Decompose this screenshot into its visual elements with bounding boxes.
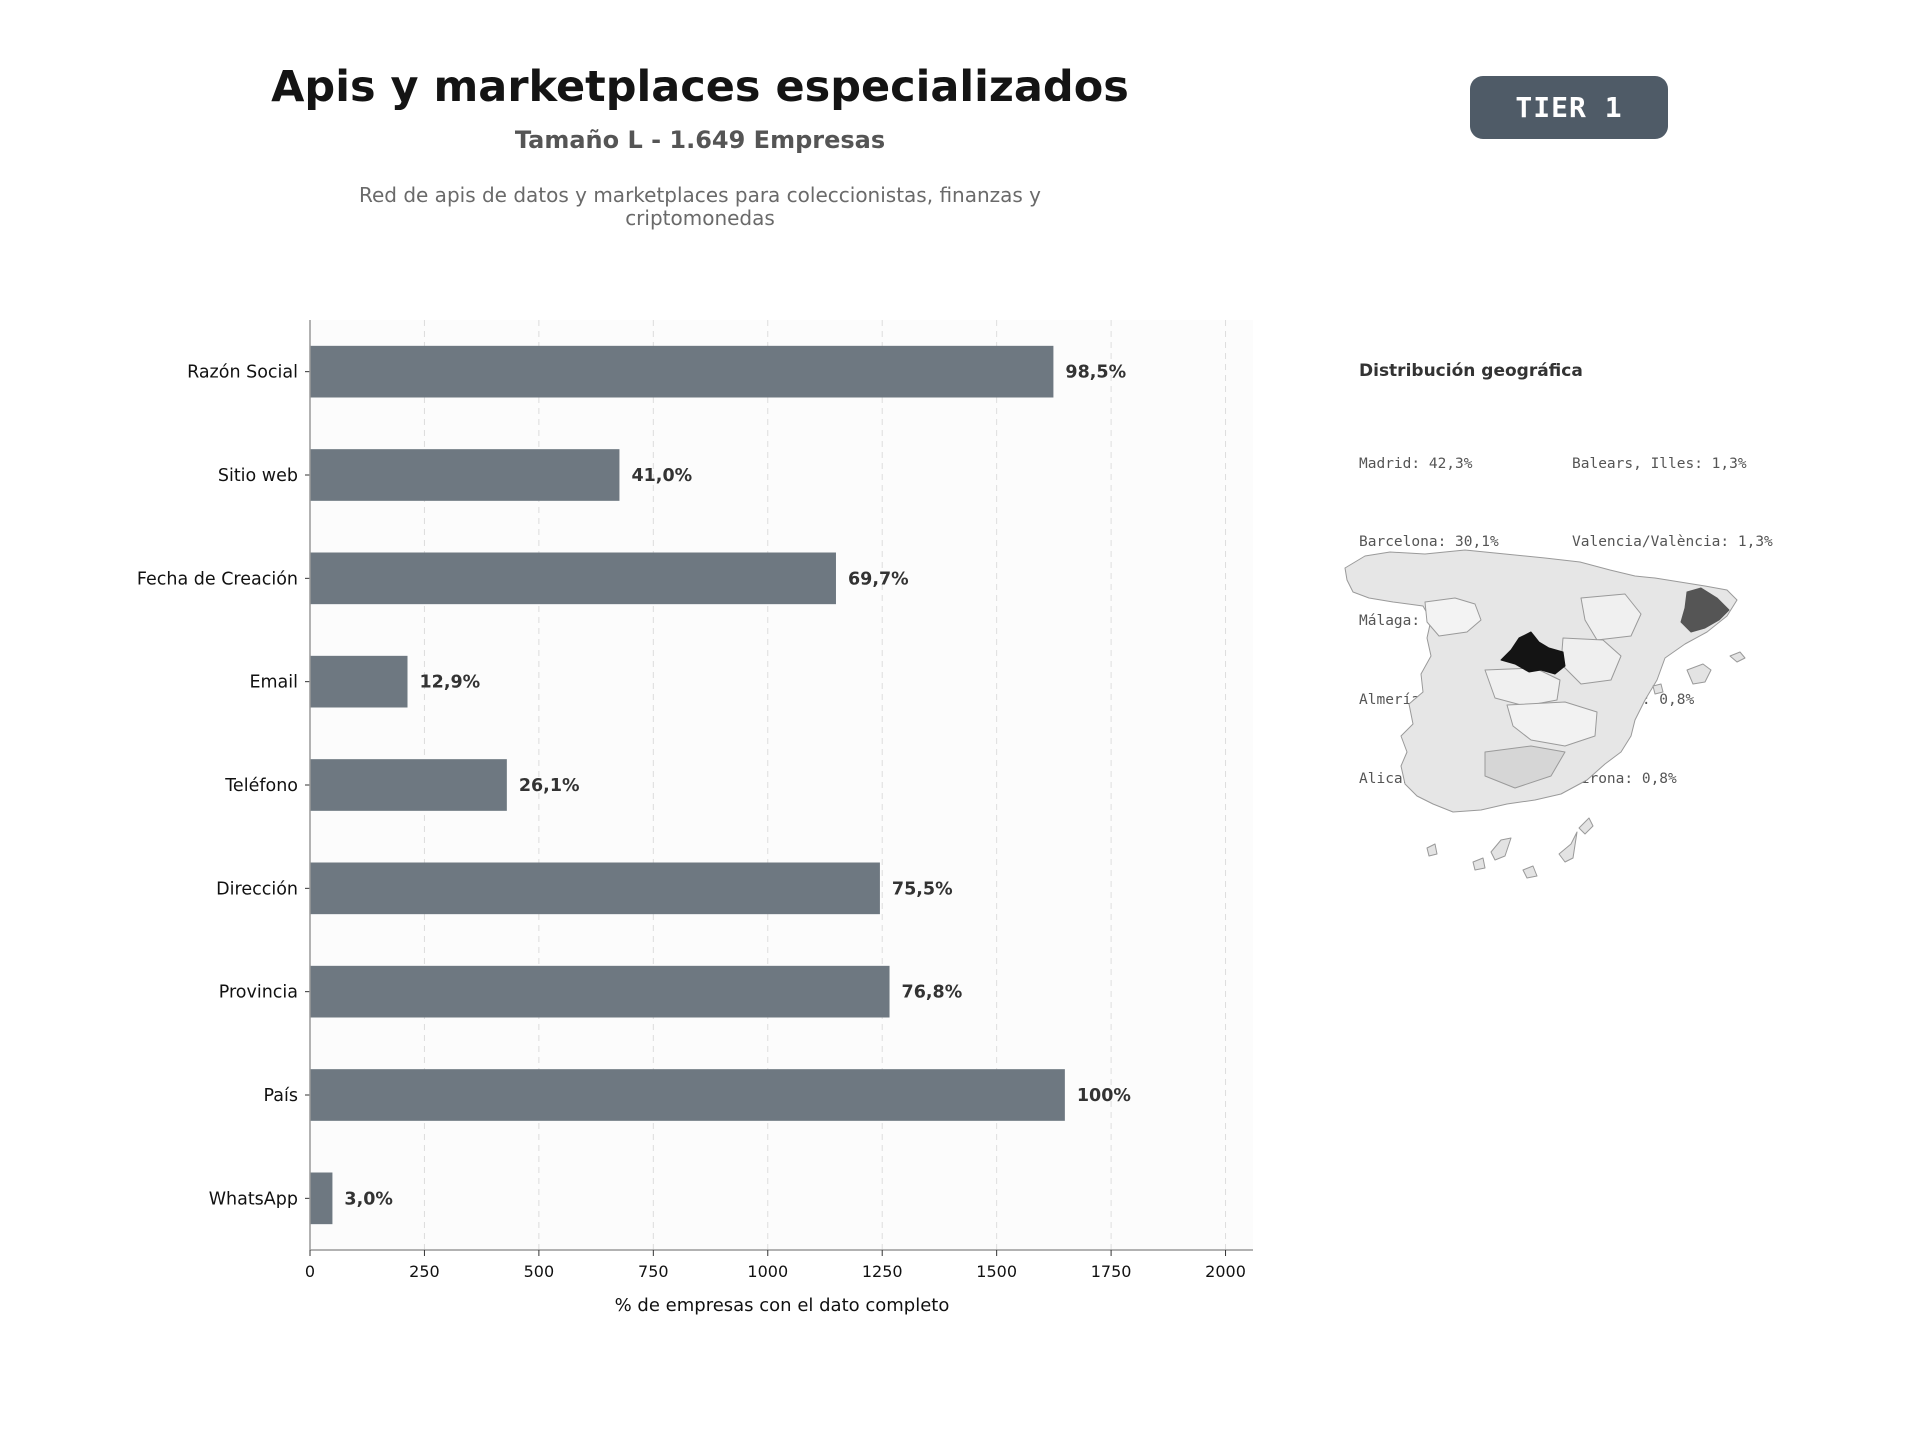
map-island-canarias: [1426, 843, 1438, 857]
data-label: 41,0%: [631, 466, 692, 486]
map-region: [1484, 745, 1566, 789]
map-region: [1424, 597, 1482, 637]
x-ticks-group: 0 250 500 750 1000 1250 1500 1750 2000: [305, 1250, 1246, 1281]
spain-map: [1344, 549, 1746, 879]
map-island-balears: [1729, 651, 1746, 663]
bar: [310, 1069, 1065, 1121]
category-label: Dirección: [216, 879, 298, 899]
bars-group: Razón Social 98,5% Sitio web 41,0% Fecha de …: [137, 345, 1131, 1225]
bar: [310, 759, 507, 811]
data-label: 3,0%: [344, 1189, 393, 1209]
data-label: 100%: [1077, 1086, 1131, 1106]
page-title: Apis y marketplaces especializados: [271, 62, 1129, 112]
category-label: Teléfono: [224, 776, 298, 796]
map-highlight-madrid: [1500, 631, 1566, 675]
bar: [310, 862, 880, 915]
tier-badge: TIER 1: [1470, 76, 1668, 139]
x-tick-label: 1000: [747, 1262, 788, 1281]
geo-item: Valencia/València: 1,3%: [1572, 534, 1773, 551]
map-region: [1506, 701, 1598, 747]
geo-item: Balears, Illes: 1,3%: [1572, 455, 1747, 472]
category-label: Sitio web: [218, 466, 298, 486]
x-tick-label: 1750: [1091, 1262, 1132, 1281]
x-tick-label: 1250: [862, 1262, 903, 1281]
map-island-canarias: [1490, 837, 1512, 861]
category-label: Provincia: [219, 983, 298, 1003]
bar: [310, 449, 620, 501]
x-tick-label: 250: [409, 1262, 440, 1281]
x-tick-label: 1500: [976, 1262, 1017, 1281]
x-tick-label: 750: [638, 1262, 669, 1281]
page-description: Red de apis de datos y marketplaces para…: [358, 183, 1042, 230]
bar: [310, 1172, 333, 1225]
data-label: 75,5%: [892, 879, 953, 899]
bar: [310, 655, 408, 708]
x-tick-label: 0: [305, 1262, 315, 1281]
page-subtitle: Tamaño L - 1.649 Empresas: [514, 126, 886, 154]
bar: [310, 345, 1054, 398]
data-label: 69,7%: [848, 569, 909, 589]
category-label: Fecha de Creación: [137, 569, 298, 589]
map-highlight-barcelona: [1680, 587, 1730, 633]
geo-title: Distribución geográfica: [1359, 361, 1583, 381]
geo-item: Madrid: 42,3%: [1359, 455, 1473, 472]
category-label: WhatsApp: [209, 1189, 298, 1209]
bar: [310, 965, 890, 1018]
x-axis-label: % de empresas con el dato completo: [615, 1295, 950, 1316]
data-label: 26,1%: [519, 776, 580, 796]
x-tick-label: 500: [524, 1262, 555, 1281]
data-label: 98,5%: [1065, 363, 1126, 383]
map-region: [1580, 593, 1642, 641]
bar: [310, 552, 836, 605]
category-label: País: [264, 1086, 298, 1106]
map-island-canarias: [1558, 831, 1578, 863]
map-island-canarias: [1578, 817, 1594, 835]
data-label: 12,9%: [420, 673, 481, 693]
bar-chart: Razón Social 98,5% Sitio web 41,0% Fecha de …: [137, 320, 1253, 1316]
category-label: Email: [249, 673, 298, 693]
map-island-balears: [1652, 683, 1664, 695]
map-island-canarias: [1472, 857, 1486, 871]
geo-item: Barcelona: 30,1%: [1359, 534, 1499, 551]
x-tick-label: 2000: [1205, 1262, 1246, 1281]
map-island-balears: [1686, 663, 1712, 685]
category-label: Razón Social: [187, 363, 298, 383]
data-label: 76,8%: [902, 983, 963, 1003]
map-island-canarias: [1522, 865, 1538, 879]
